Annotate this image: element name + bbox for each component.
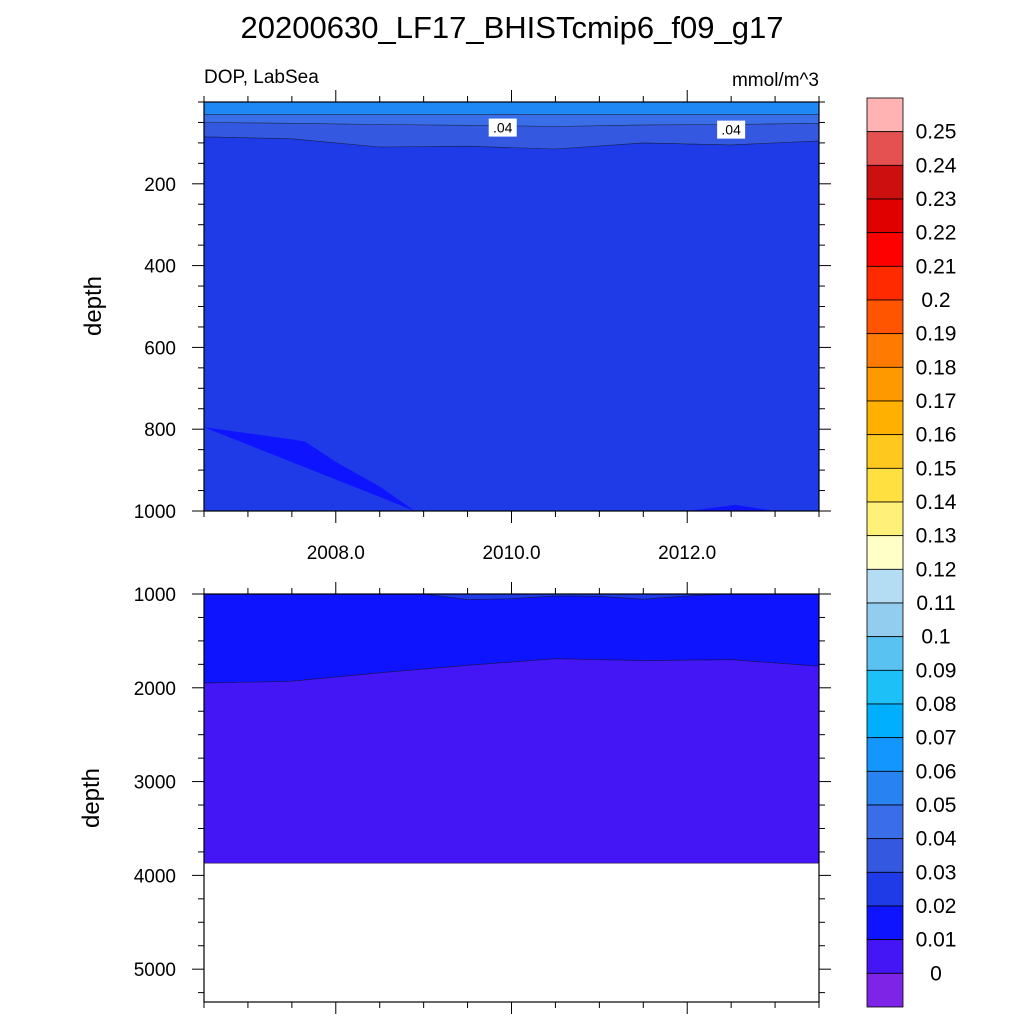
colorbar-swatch — [866, 265, 904, 301]
contour-fill-region — [204, 102, 819, 115]
contour-fill-region — [204, 427, 415, 511]
colorbar-swatch — [866, 770, 904, 806]
colorbar-swatch — [866, 703, 904, 739]
colorbar-swatch — [866, 467, 904, 503]
colorbar-swatch — [866, 602, 904, 638]
chart-title: 20200630_LF17_BHISTcmip6_f09_g17 — [241, 10, 784, 45]
y-tick-label: 200 — [144, 175, 176, 196]
contour-label-box — [488, 118, 517, 137]
contour-label: .04 — [493, 120, 513, 136]
y-tick-label: 1000 — [134, 502, 176, 523]
colorbar-label: 0.18 — [916, 356, 957, 379]
x-tick-label: 2012.0 — [658, 543, 716, 564]
y-tick-label: 600 — [144, 338, 176, 359]
y-tick-label: 1000 — [134, 585, 176, 606]
upper-panel: .04 .04 2008.0 2010.0 2012.0 200 400 600 800 1000… — [80, 90, 831, 564]
y-tick-label: 3000 — [134, 773, 176, 794]
contour-fill-region — [204, 594, 819, 684]
colorbar-swatch — [866, 232, 904, 267]
x-tick-label: 2008.0 — [307, 543, 365, 564]
colorbar-label: 0.05 — [916, 794, 957, 817]
y-tick-label: 5000 — [134, 960, 176, 981]
contour-line — [204, 593, 819, 600]
contour-line — [203, 658, 820, 684]
contour-label: .04 — [721, 122, 741, 138]
y-tick-label: 800 — [144, 420, 176, 441]
colorbar-label: 0.17 — [916, 390, 957, 413]
colorbar-swatch — [866, 131, 904, 166]
colorbar-swatch — [866, 636, 904, 671]
colorbar-swatch — [866, 366, 904, 402]
contour-fill-region — [204, 136, 819, 512]
colorbar-label: 0.24 — [916, 154, 957, 177]
contour-fill-region — [687, 504, 776, 511]
colorbar-swatch — [866, 501, 904, 537]
contour-fill-region — [204, 594, 819, 600]
y-axis-title: depth — [78, 768, 105, 828]
colorbar-label: 0.15 — [916, 457, 957, 480]
colorbar-swatch — [866, 804, 904, 840]
y-tick-label: 4000 — [134, 866, 176, 887]
colorbar-label: 0.12 — [916, 558, 957, 581]
colorbar-label: 0.23 — [916, 188, 957, 211]
colorbar-swatch — [866, 871, 904, 907]
chart-subtitle-variable: DOP, LabSea — [204, 67, 319, 88]
contour-line — [203, 136, 820, 150]
colorbar-swatch — [866, 434, 904, 469]
colorbar-swatch — [866, 838, 904, 873]
colorbar-swatch — [866, 568, 904, 604]
colorbar-swatch — [866, 669, 904, 705]
y-tick-label: 400 — [144, 257, 176, 278]
colorbar-swatch — [866, 97, 904, 133]
colorbar-label: 0.25 — [916, 121, 957, 144]
colorbar-swatch — [866, 400, 904, 436]
colorbar-label: 0.08 — [916, 693, 957, 716]
colorbar-swatch — [866, 198, 904, 234]
colorbar-label: 0.22 — [916, 222, 957, 245]
colorbar-label: 0.16 — [916, 424, 957, 447]
colorbar-swatch — [866, 299, 904, 335]
contour-fill-region — [204, 658, 819, 864]
colorbar-label: 0.03 — [916, 861, 957, 884]
colorbar-swatch — [866, 737, 904, 772]
colorbar-label: 0 — [930, 962, 942, 985]
colorbar-label: 0.07 — [916, 727, 957, 750]
colorbar-label: 0.09 — [916, 659, 957, 682]
colorbar-swatch — [866, 164, 904, 200]
colorbar: 0.25 0.24 0.23 0.22 0.21 0.2 0.19 0.18 0.17 0.16 0… — [866, 97, 957, 1008]
colorbar-label: 0.2 — [921, 289, 950, 312]
colorbar-swatch — [866, 333, 904, 368]
y-tick-label: 2000 — [134, 679, 176, 700]
colorbar-label: 0.06 — [916, 760, 957, 783]
colorbar-swatch — [866, 939, 904, 974]
colorbar-label: 0.1 — [921, 626, 950, 649]
colorbar-swatch — [866, 535, 904, 570]
y-axis-title: depth — [80, 276, 107, 336]
x-tick-label: 2010.0 — [482, 543, 540, 564]
colorbar-label: 0.19 — [916, 323, 957, 346]
chart-units: mmol/m^3 — [732, 70, 819, 91]
colorbar-label: 0.13 — [916, 525, 957, 548]
colorbar-swatch — [866, 972, 904, 1008]
colorbar-swatch — [866, 905, 904, 941]
contour-label-box — [717, 120, 746, 139]
colorbar-label: 0.11 — [916, 592, 955, 615]
colorbar-label: 0.04 — [916, 828, 957, 851]
colorbar-label: 0.14 — [916, 491, 957, 514]
lower-panel: 1000 2000 3000 4000 5000 depth — [78, 582, 831, 1014]
colorbar-label: 0.21 — [916, 255, 957, 278]
colorbar-label: 0.02 — [916, 895, 957, 918]
colorbar-label: 0.01 — [916, 929, 957, 952]
